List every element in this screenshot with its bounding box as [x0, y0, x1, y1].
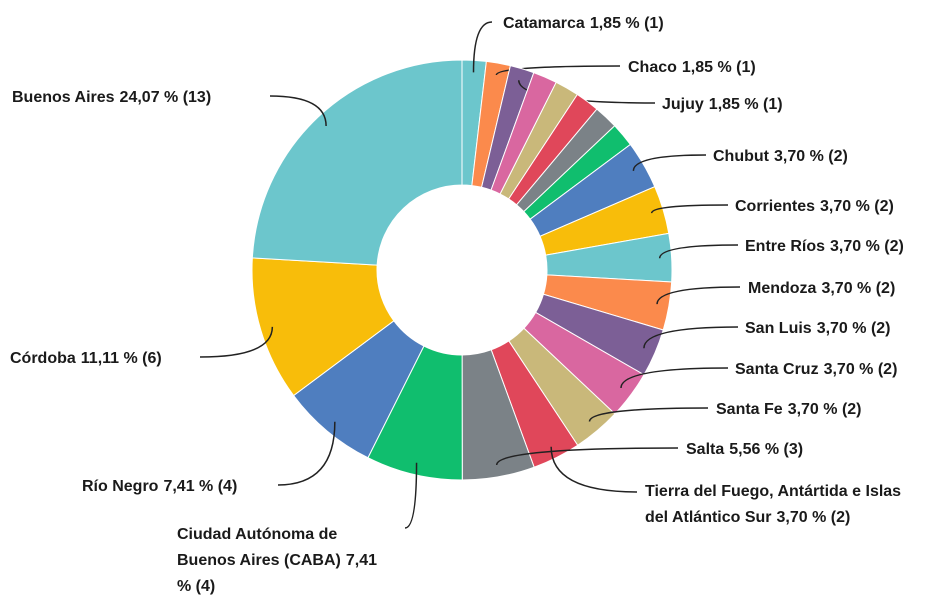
leader-line	[495, 65, 621, 76]
value-label: 1,85 % (1)	[681, 59, 756, 76]
category-name: Salta	[686, 441, 725, 458]
leader-line	[656, 286, 741, 305]
slice-label: Catamarca 1,85 % (1)	[503, 11, 803, 37]
donut-slice	[251, 59, 463, 266]
category-name: San Luis	[745, 320, 812, 337]
category-name: Buenos Aires	[12, 89, 115, 106]
category-name: Mendoza	[748, 280, 817, 297]
category-name: Ciudad Autónoma de Buenos Aires (CABA)	[177, 526, 341, 569]
category-name: Jujuy	[662, 96, 704, 113]
category-name: Santa Fe	[716, 401, 783, 418]
value-label: 3,70 % (2)	[776, 509, 851, 526]
value-label: 3,70 % (2)	[830, 238, 904, 255]
leader-line	[404, 462, 418, 529]
value-label: 3,70 % (2)	[787, 401, 862, 418]
slice-label: Santa Fe 3,70 % (2)	[716, 397, 946, 423]
slice-label: Corrientes 3,70 % (2)	[735, 194, 946, 220]
category-name: Córdoba	[10, 350, 76, 367]
value-label: 7,41 % (4)	[163, 478, 238, 495]
value-label: 7,41 % (4)	[177, 552, 378, 595]
donut-slice	[251, 257, 395, 397]
leader-line	[650, 204, 729, 214]
value-label: 3,70 % (2)	[821, 280, 896, 297]
slice-label: San Luis 3,70 % (2)	[745, 316, 946, 342]
category-name: Chaco	[628, 59, 677, 76]
value-label: 3,70 % (2)	[773, 148, 848, 165]
leader-line	[632, 154, 707, 172]
slice-label: Jujuy 1,85 % (1)	[662, 92, 946, 118]
slice-label: Mendoza 3,70 % (2)	[748, 276, 946, 302]
category-name: Catamarca	[503, 15, 585, 32]
leader-line	[495, 447, 679, 466]
slice-label: Salta 5,56 % (3)	[686, 437, 946, 463]
value-label: 3,70 % (2)	[823, 361, 898, 378]
category-name: Corrientes	[735, 198, 816, 215]
leader-line	[550, 446, 638, 493]
leader-line	[620, 367, 729, 389]
leader-line	[588, 407, 709, 422]
value-label: 3,70 % (2)	[816, 320, 891, 337]
leader-line	[472, 21, 493, 73]
slice-label: Entre Ríos 3,70 % (2)	[745, 234, 946, 260]
leader-line	[658, 244, 739, 259]
category-name: Río Negro	[82, 478, 159, 495]
slice-label: Buenos Aires 24,07 % (13)	[12, 85, 282, 111]
value-label: 24,07 % (13)	[119, 89, 212, 106]
category-name: Santa Cruz	[735, 361, 819, 378]
value-label: 5,56 % (3)	[729, 441, 804, 458]
value-label: 11,11 % (6)	[80, 350, 162, 367]
value-label: 1,85 % (1)	[589, 15, 664, 32]
slice-label: Ciudad Autónoma de Buenos Aires (CABA) 7,…	[177, 522, 392, 599]
slice-label: Tierra del Fuego, Antártida e Islas del …	[645, 479, 915, 531]
leader-line	[643, 326, 739, 349]
slice-label: Chubut 3,70 % (2)	[713, 144, 946, 170]
leader-line	[199, 326, 274, 358]
category-name: Tierra del Fuego, Antártida e Islas del …	[645, 483, 902, 526]
value-label: 1,85 % (1)	[708, 96, 783, 113]
value-label: 3,70 % (2)	[820, 198, 894, 215]
slice-label: Santa Cruz 3,70 % (2)	[735, 357, 946, 383]
slice-label: Córdoba 11,11 % (6)	[10, 346, 270, 372]
category-name: Entre Ríos	[745, 238, 826, 255]
category-name: Chubut	[713, 148, 769, 165]
slice-label: Río Negro 7,41 % (4)	[82, 474, 342, 500]
slice-label: Chaco 1,85 % (1)	[628, 55, 928, 81]
leader-line	[277, 421, 336, 486]
leader-line	[269, 95, 327, 127]
